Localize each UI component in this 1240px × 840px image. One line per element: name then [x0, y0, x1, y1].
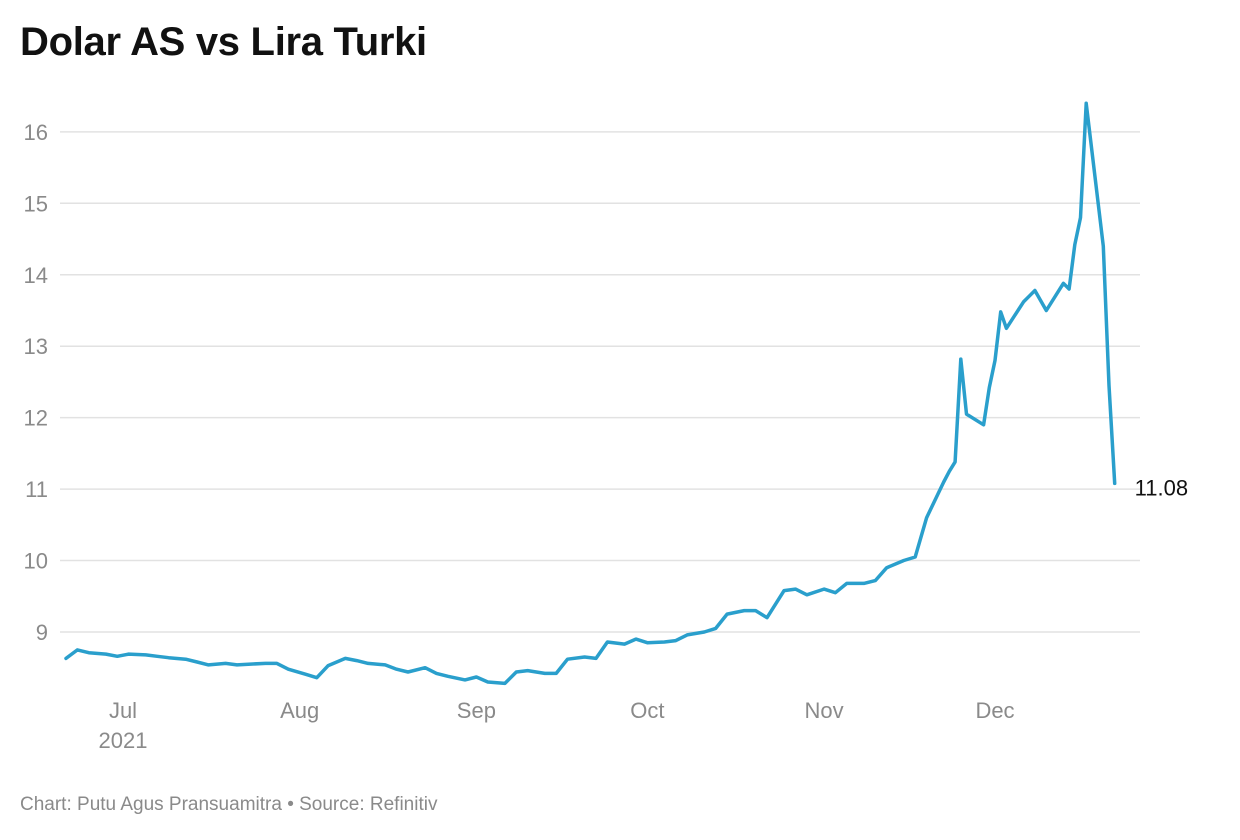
x-tick-label: Dec — [975, 698, 1014, 723]
x-tick-sublabel: 2021 — [99, 728, 148, 753]
y-tick-label: 10 — [24, 549, 48, 574]
x-tick-label: Oct — [630, 698, 664, 723]
x-tick-label: Nov — [804, 698, 843, 723]
y-tick-label: 9 — [36, 620, 48, 645]
line-chart: 9 10 11 12 13 14 15 16 Jul 2021 Aug Sep Oct Nov Dec 1… — [24, 101, 1188, 753]
x-axis-ticks: Jul 2021 Aug Sep Oct Nov Dec — [99, 698, 1015, 753]
y-tick-label: 16 — [24, 120, 48, 145]
chart-credit: Chart: Putu Agus Pransuamitra • Source: … — [20, 794, 438, 815]
y-tick-label: 14 — [24, 263, 48, 288]
x-tick-label: Jul — [109, 698, 137, 723]
series-layer — [64, 101, 1117, 686]
end-value-label: 11.08 — [1135, 475, 1188, 500]
end-label-layer: 11.08 — [1135, 475, 1188, 500]
gridlines — [60, 131, 1140, 633]
y-tick-label: 11 — [25, 477, 48, 502]
x-tick-label: Aug — [280, 698, 319, 723]
series-line — [64, 101, 1117, 686]
y-axis-ticks: 9 10 11 12 13 14 15 16 — [24, 120, 48, 645]
x-tick-label: Sep — [457, 698, 496, 723]
y-tick-label: 15 — [24, 191, 48, 216]
y-tick-label: 12 — [24, 406, 48, 431]
y-tick-label: 13 — [24, 334, 48, 359]
chart-title: Dolar AS vs Lira Turki — [20, 20, 427, 64]
